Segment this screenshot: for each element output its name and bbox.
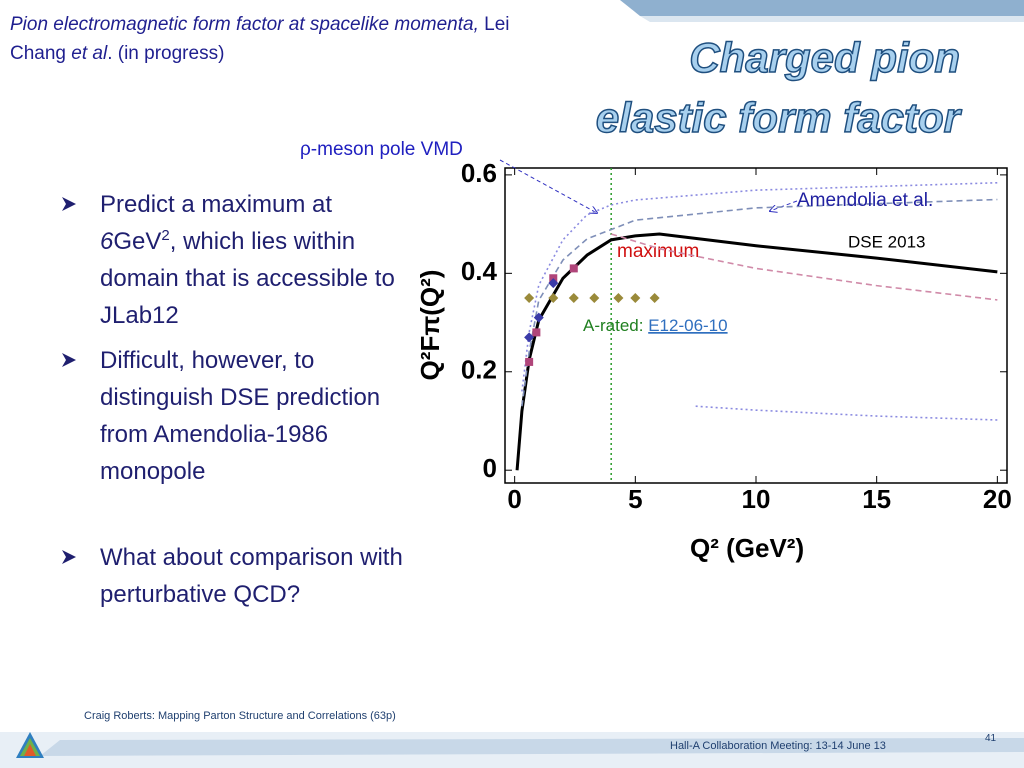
arrow: [499, 159, 597, 213]
ref-etal: et al: [71, 43, 108, 64]
footer-left: Craig Roberts: Mapping Parton Structure …: [84, 710, 396, 722]
x-tick-label: 10: [742, 484, 771, 514]
data-point: [568, 292, 579, 303]
data-point: [532, 328, 541, 337]
data-point: [613, 292, 624, 303]
series-line: [521, 198, 998, 407]
text: , which lies within domain that is acces…: [100, 228, 395, 329]
ref-author: Lei Chang: [10, 14, 510, 64]
y-tick-label: 0.6: [461, 158, 497, 188]
data-point: [524, 332, 535, 343]
data-point: [630, 292, 641, 303]
text: GeV: [113, 228, 162, 255]
bullet: Predict a maximum at 6GeV2, which lies w…: [62, 186, 407, 334]
text: Predict a maximum at: [100, 191, 333, 218]
text: 2: [161, 227, 170, 244]
data-point: [548, 278, 559, 289]
proposal-link[interactable]: E12-06-10: [648, 316, 727, 335]
x-tick-label: 0: [507, 484, 521, 514]
y-tick-label: 0.4: [461, 256, 498, 286]
data-point: [548, 292, 559, 303]
y-axis-label: Q²Fπ(Q²): [415, 270, 445, 381]
title-line: elastic form factor: [596, 94, 963, 141]
maximum-label: maximum: [617, 241, 699, 262]
data-point: [589, 292, 600, 303]
x-tick-label: 5: [628, 484, 642, 514]
data-point: [569, 264, 578, 273]
arrow: [770, 200, 798, 211]
series-label: Amendolia et al.: [797, 190, 933, 211]
series-line: [610, 233, 998, 301]
proposal-label: A-rated: E12-06-10: [583, 316, 728, 335]
bullet: What about comparison with perturbative …: [62, 539, 407, 613]
text: 6: [100, 228, 114, 255]
y-tick-label: 0: [483, 453, 497, 483]
series-label: DSE 2013: [848, 232, 926, 251]
data-point: [524, 292, 535, 303]
title-box: Charged pion elastic form factor: [595, 33, 963, 142]
x-axis-label: Q² (GeV²): [690, 533, 804, 563]
series-line: [521, 181, 998, 392]
data-point: [525, 357, 534, 366]
series-label: ρ-meson pole VMD: [300, 139, 463, 160]
series-line: [695, 405, 998, 421]
x-tick-label: 15: [862, 484, 891, 514]
x-tick-label: 20: [983, 484, 1012, 514]
text: What about comparison with perturbative …: [100, 544, 403, 608]
ref-title: Pion electromagnetic form factor at spac…: [10, 14, 479, 35]
reference: Pion electromagnetic form factor at spac…: [10, 10, 510, 68]
proposal-text: A-rated:: [583, 316, 648, 335]
y-tick-label: 0.2: [461, 355, 497, 385]
ref-status: . (in progress): [107, 43, 225, 64]
title-line: Charged pion: [689, 34, 960, 81]
page-number: 41: [985, 733, 997, 744]
data-point: [649, 292, 660, 303]
bullet: Difficult, however, to distinguish DSE p…: [62, 342, 407, 490]
data-point: [533, 312, 544, 323]
text: Difficult, however, to distinguish DSE p…: [100, 347, 381, 485]
footer-right: Hall-A Collaboration Meeting: 13-14 June…: [670, 740, 886, 752]
